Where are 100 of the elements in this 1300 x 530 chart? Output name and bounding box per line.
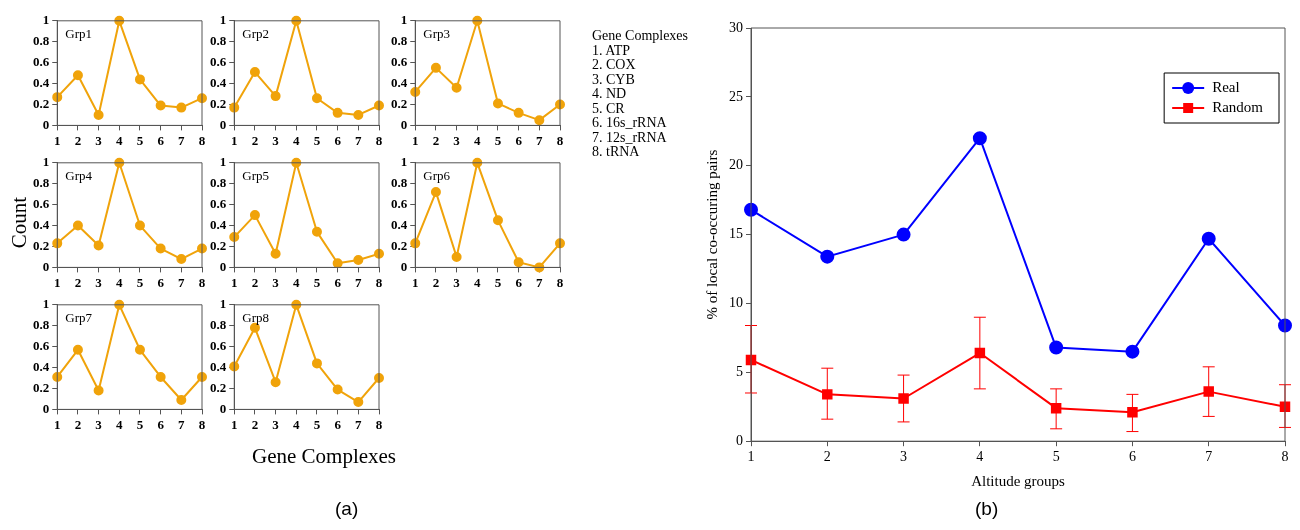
x-tick-label: 5 <box>136 274 144 290</box>
y-tick-label: 0 <box>219 400 227 416</box>
x-tick-label: 7 <box>536 132 544 148</box>
x-tick-label: 7 <box>355 416 363 432</box>
x-tick-label: 6 <box>157 416 165 432</box>
x-tick-label: 8 <box>375 416 383 432</box>
point <box>93 385 104 396</box>
y-tick-label: 0 <box>400 116 408 132</box>
x-tick-label: 3 <box>272 274 280 290</box>
point <box>93 240 104 251</box>
x-tick-label: 6 <box>334 132 342 148</box>
text: Gene Complexes <box>592 28 689 44</box>
x-tick-label: 2 <box>251 132 259 148</box>
y-tick-label: 5 <box>736 364 743 380</box>
point <box>176 394 187 405</box>
chart-title: Grp6 <box>423 167 451 183</box>
x-tick-label: 8 <box>556 274 564 290</box>
x-tick-label: 1 <box>412 274 419 290</box>
y-tick-label: 0.4 <box>391 74 408 90</box>
x-tick-label: 2 <box>823 449 831 465</box>
x-tick-label: 6 <box>1128 449 1136 465</box>
x-tick-label: 2 <box>432 274 440 290</box>
x-tick-label: 5 <box>1052 449 1060 465</box>
point <box>1127 407 1138 418</box>
point <box>492 98 503 109</box>
point <box>820 249 835 264</box>
text: 4. ND <box>592 86 627 102</box>
point <box>1201 231 1216 246</box>
chart-title: Grp5 <box>242 167 269 183</box>
y-tick-label: 0 <box>42 400 50 416</box>
y-tick-label: 0.8 <box>391 175 408 191</box>
y-tick-label: 1 <box>400 154 408 170</box>
y-tick-label: 0 <box>400 258 408 274</box>
x-tick-label: 1 <box>747 449 755 465</box>
x-tick-label: 5 <box>494 274 502 290</box>
x-tick-label: 4 <box>293 416 301 432</box>
x-tick-label: 4 <box>116 274 124 290</box>
point <box>1203 386 1214 397</box>
legend-label: Real <box>1212 78 1240 95</box>
point <box>430 187 441 198</box>
y-tick-label: 0.8 <box>210 33 227 49</box>
x-tick-label: 8 <box>1281 449 1289 465</box>
x-tick-label: 8 <box>198 274 206 290</box>
x-tick-label: 8 <box>556 132 564 148</box>
text: (a) <box>335 498 359 520</box>
y-tick-label: 0.8 <box>33 33 50 49</box>
x-tick-label: 5 <box>494 132 502 148</box>
y-tick-label: 0.6 <box>210 54 227 69</box>
y-tick-label: 0.4 <box>210 74 227 90</box>
point <box>72 220 83 231</box>
y-tick-label: 0.8 <box>33 317 50 333</box>
point <box>332 258 343 269</box>
legend-label: Random <box>1212 98 1264 115</box>
y-tick-label: 0.2 <box>33 95 50 111</box>
point <box>353 109 364 120</box>
y-tick-label: 0.2 <box>33 237 50 253</box>
point <box>176 254 187 265</box>
y-tick-label: 20 <box>729 157 743 173</box>
point <box>155 243 166 254</box>
x-tick-label: 1 <box>231 416 238 432</box>
y-axis-title: % of local co-occuring pairs <box>703 149 720 320</box>
y-tick-label: 0 <box>736 432 743 448</box>
point <box>72 70 83 81</box>
x-tick-label: 4 <box>116 132 124 148</box>
y-tick-label: 1 <box>219 154 227 170</box>
point <box>72 344 83 355</box>
x-tick-label: 3 <box>272 132 280 148</box>
x-tick-label: 3 <box>900 449 908 465</box>
y-tick-label: 0.2 <box>33 379 50 395</box>
x-tick-label: 4 <box>474 274 482 290</box>
x-tick-label: 1 <box>412 132 419 148</box>
x-tick-label: 8 <box>375 274 383 290</box>
text: 6. 16s_rRNA <box>592 115 667 131</box>
text: 7. 12s_rRNA <box>592 129 667 146</box>
x-tick-label: 3 <box>453 274 461 290</box>
y-tick-label: 0.2 <box>391 95 408 111</box>
y-tick-label: 0 <box>219 116 227 132</box>
y-tick-label: 0 <box>219 258 227 274</box>
x-tick-label: 3 <box>453 132 461 148</box>
y-tick-label: 0.2 <box>210 95 227 111</box>
point <box>972 131 987 146</box>
point <box>134 344 145 355</box>
y-tick-label: 0.8 <box>33 175 50 191</box>
x-tick-label: 4 <box>116 416 124 432</box>
chart-title: Grp1 <box>65 25 92 41</box>
point <box>249 210 260 221</box>
point <box>134 220 145 231</box>
x-tick-label: 7 <box>536 274 544 290</box>
point <box>513 257 524 268</box>
point <box>896 227 911 242</box>
x-tick-label: 1 <box>54 416 61 432</box>
point <box>270 377 281 388</box>
x-tick-label: 5 <box>313 132 321 148</box>
y-tick-label: 15 <box>729 226 743 242</box>
y-tick-label: 0.4 <box>391 216 408 232</box>
y-tick-label: 1 <box>400 12 408 28</box>
x-tick-label: 5 <box>313 416 321 432</box>
x-tick-label: 7 <box>178 274 186 290</box>
x-tick-label: 2 <box>74 132 82 148</box>
x-tick-label: 6 <box>515 132 523 148</box>
